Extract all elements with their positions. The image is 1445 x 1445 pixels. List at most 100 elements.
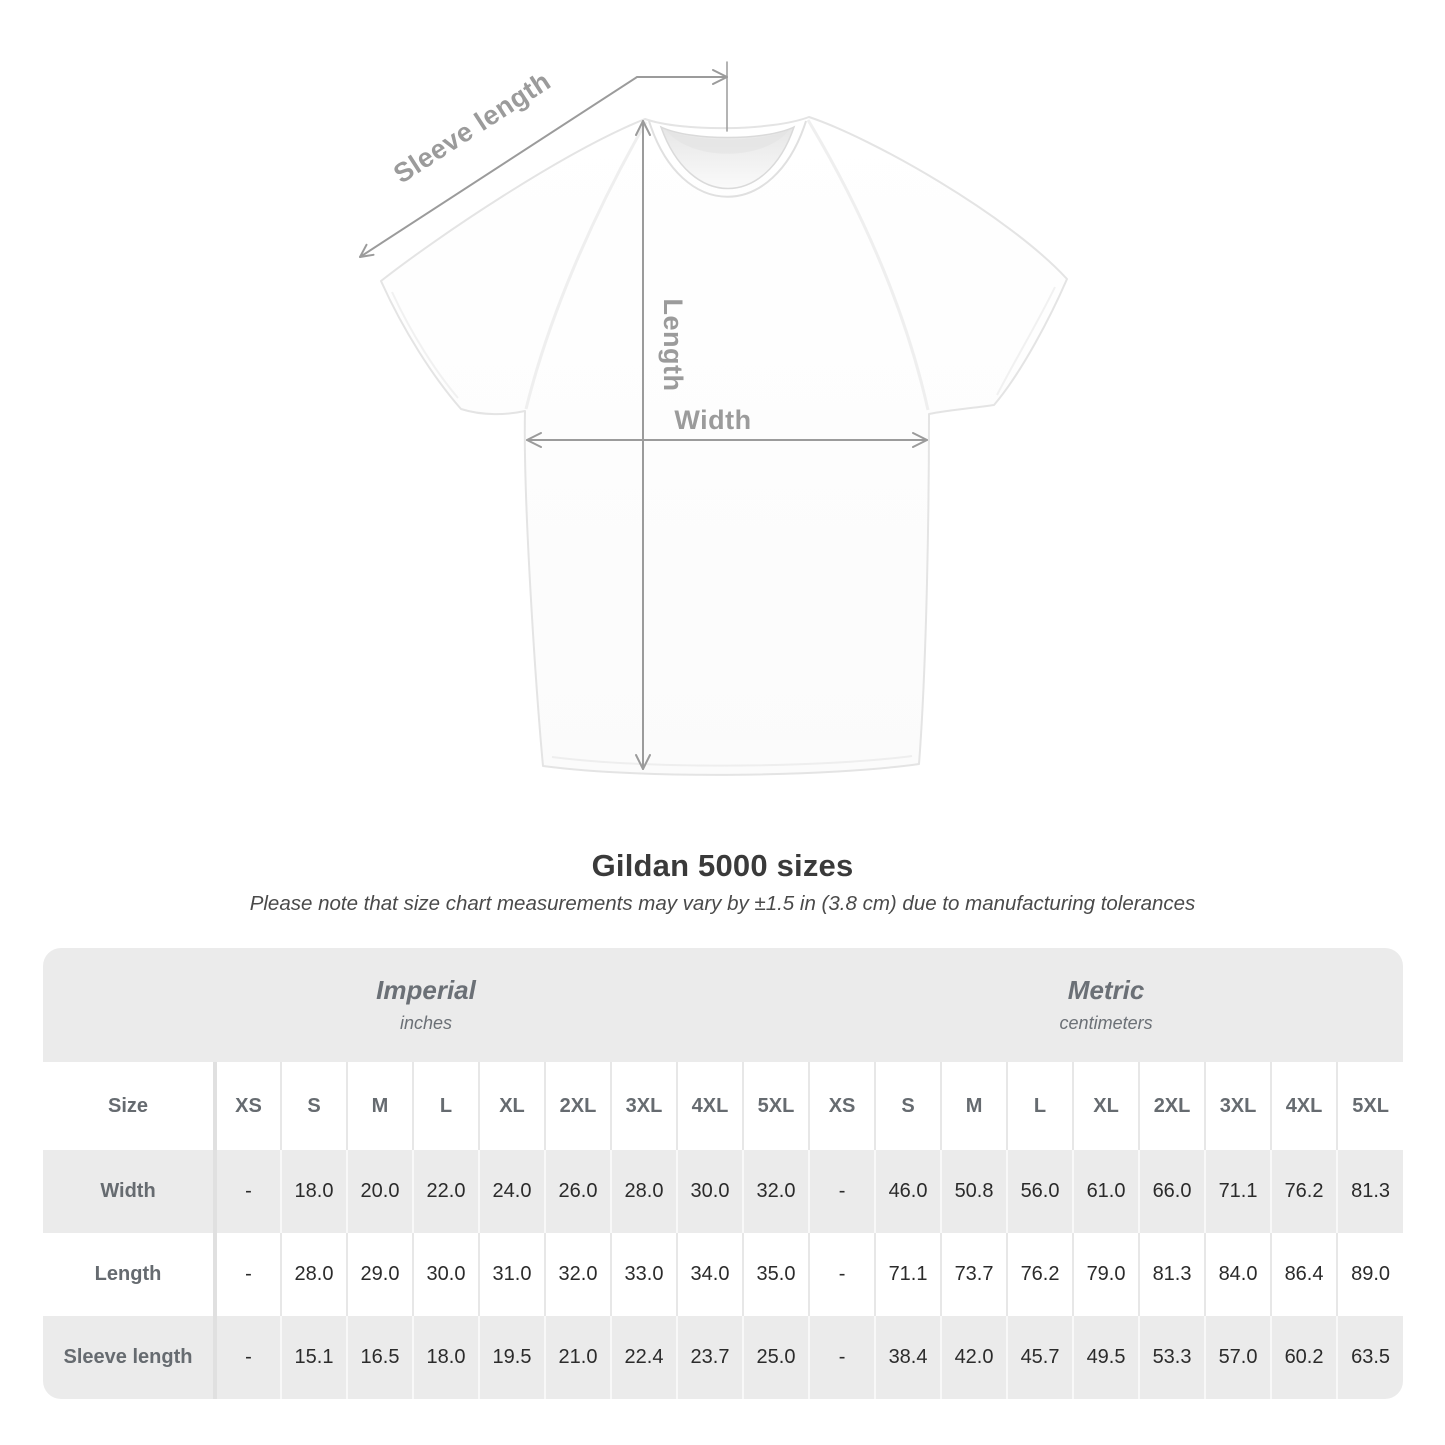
- sleeve-length-row: Sleeve length - 15.1 16.5 18.0 19.5 21.0…: [43, 1316, 1403, 1399]
- value-cell: -: [213, 1233, 281, 1316]
- tolerance-note: Please note that size chart measurements…: [249, 892, 1196, 915]
- value-cell: 45.7: [1006, 1316, 1074, 1399]
- value-cell: 66.0: [1138, 1150, 1206, 1233]
- right-cuff-stitch: [996, 286, 1056, 396]
- sleeve-length-label: Sleeve length: [388, 66, 556, 190]
- annotation-lines: [359, 61, 928, 770]
- value-cell: 49.5: [1072, 1316, 1140, 1399]
- value-cell: 19.5: [478, 1316, 545, 1399]
- value-cell: 23.7: [676, 1316, 743, 1399]
- value-cell: 32.0: [544, 1233, 611, 1316]
- tshirt-measurement-diagram: Sleeve length Length Width: [359, 61, 1068, 776]
- imperial-unit: inches: [400, 1012, 453, 1033]
- value-cell: 18.0: [412, 1316, 479, 1399]
- metric-group-header: Metric centimeters: [809, 948, 1403, 1062]
- size-col-header: S: [874, 1062, 942, 1150]
- collar-outer-seam: [648, 120, 807, 198]
- size-col-header: 2XL: [1138, 1062, 1206, 1150]
- page-title: Gildan 5000 sizes: [591, 848, 854, 883]
- value-cell: -: [808, 1150, 876, 1233]
- sleeve-length-arrow: [359, 61, 728, 258]
- value-cell: 61.0: [1072, 1150, 1140, 1233]
- size-col-header: 4XL: [676, 1062, 743, 1150]
- value-cell: 53.3: [1138, 1316, 1206, 1399]
- value-cell: -: [213, 1150, 281, 1233]
- value-cell: 22.4: [610, 1316, 677, 1399]
- value-cell: 21.0: [544, 1316, 611, 1399]
- value-cell: 84.0: [1204, 1233, 1272, 1316]
- row-label: Width: [43, 1150, 215, 1233]
- value-cell: 30.0: [676, 1150, 743, 1233]
- value-cell: 56.0: [1006, 1150, 1074, 1233]
- value-cell: 89.0: [1336, 1233, 1403, 1316]
- value-cell: 86.4: [1270, 1233, 1338, 1316]
- value-cell: 16.5: [346, 1316, 413, 1399]
- value-cell: 42.0: [940, 1316, 1008, 1399]
- value-cell: 81.3: [1138, 1233, 1206, 1316]
- imperial-label: Imperial: [376, 975, 476, 1006]
- tshirt-body: [380, 116, 1068, 776]
- value-cell: 28.0: [610, 1150, 677, 1233]
- width-arrow: [526, 432, 928, 448]
- size-col-header: XS: [808, 1062, 876, 1150]
- left-sleeve-seam: [524, 121, 648, 410]
- hem-stitch: [551, 755, 913, 767]
- value-cell: 57.0: [1204, 1316, 1272, 1399]
- value-cell: 20.0: [346, 1150, 413, 1233]
- right-sleeve-seam: [806, 119, 930, 411]
- width-label: Width: [674, 405, 751, 435]
- length-arrow: [635, 120, 651, 770]
- value-cell: 38.4: [874, 1316, 942, 1399]
- size-col-header: XL: [1072, 1062, 1140, 1150]
- length-label: Length: [658, 299, 688, 392]
- unit-group-row: Imperial inches Metric centimeters: [43, 948, 1403, 1062]
- value-cell: 22.0: [412, 1150, 479, 1233]
- size-corner-header: Size: [43, 1062, 215, 1150]
- value-cell: 71.1: [874, 1233, 942, 1316]
- width-row: Width - 18.0 20.0 22.0 24.0 26.0 28.0 30…: [43, 1150, 1403, 1233]
- value-cell: 33.0: [610, 1233, 677, 1316]
- value-cell: 15.1: [280, 1316, 347, 1399]
- value-cell: 46.0: [874, 1150, 942, 1233]
- length-row: Length - 28.0 29.0 30.0 31.0 32.0 33.0 3…: [43, 1233, 1403, 1316]
- value-cell: 34.0: [676, 1233, 743, 1316]
- value-cell: -: [808, 1233, 876, 1316]
- size-col-header: 3XL: [610, 1062, 677, 1150]
- imperial-group-header: Imperial inches: [43, 948, 810, 1062]
- value-cell: 18.0: [280, 1150, 347, 1233]
- value-cell: 81.3: [1336, 1150, 1403, 1233]
- size-header-row: Size XS S M L XL 2XL 3XL 4XL 5XL XS S M …: [43, 1062, 1403, 1150]
- value-cell: 71.1: [1204, 1150, 1272, 1233]
- size-col-header: L: [412, 1062, 479, 1150]
- row-label: Sleeve length: [43, 1316, 215, 1399]
- value-cell: 26.0: [544, 1150, 611, 1233]
- size-col-header: M: [346, 1062, 413, 1150]
- value-cell: 32.0: [741, 1150, 810, 1233]
- value-cell: 29.0: [346, 1233, 413, 1316]
- metric-label: Metric: [1067, 975, 1145, 1006]
- value-cell: -: [213, 1316, 281, 1399]
- metric-unit: centimeters: [1059, 1012, 1153, 1033]
- value-cell: 30.0: [412, 1233, 479, 1316]
- size-col-header: XS: [213, 1062, 281, 1150]
- value-cell: 24.0: [478, 1150, 545, 1233]
- value-cell: 73.7: [940, 1233, 1008, 1316]
- value-cell: 76.2: [1006, 1233, 1074, 1316]
- size-col-header: S: [280, 1062, 347, 1150]
- value-cell: 28.0: [280, 1233, 347, 1316]
- value-cell: 35.0: [741, 1233, 810, 1316]
- size-table-container: Imperial inches Metric centimeters Size …: [43, 948, 1403, 1399]
- row-label: Length: [43, 1233, 215, 1316]
- size-col-header: 5XL: [741, 1062, 810, 1150]
- value-cell: 50.8: [940, 1150, 1008, 1233]
- size-col-header: M: [940, 1062, 1008, 1150]
- size-table: Imperial inches Metric centimeters Size …: [43, 948, 1403, 1399]
- value-cell: 63.5: [1336, 1316, 1403, 1399]
- size-col-header: 3XL: [1204, 1062, 1272, 1150]
- collar-inner-shadow: [665, 129, 790, 154]
- size-col-header: 2XL: [544, 1062, 611, 1150]
- size-col-header: 4XL: [1270, 1062, 1338, 1150]
- value-cell: 31.0: [478, 1233, 545, 1316]
- left-cuff-stitch: [391, 291, 459, 399]
